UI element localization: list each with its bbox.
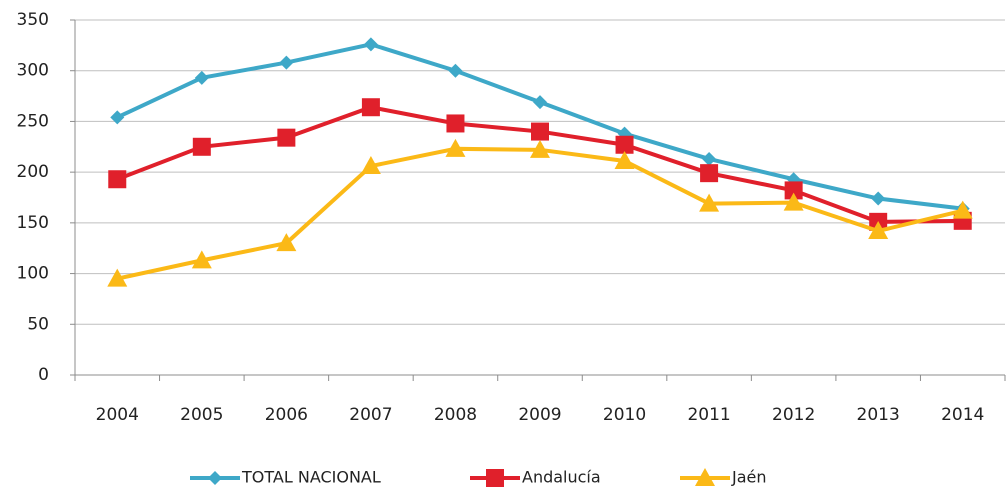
marker [361,98,380,117]
y-tick-label: 300 [17,61,49,81]
legend-label: TOTAL NACIONAL [241,468,381,487]
marker [363,37,378,52]
marker [700,164,719,183]
legend-item: Jaén [680,468,767,487]
x-tick-label: 2005 [180,405,223,425]
marker [533,95,547,110]
marker [614,150,635,169]
marker [952,200,973,219]
legend-item: TOTAL NACIONAL [190,468,381,487]
y-tick-label: 100 [17,264,49,284]
marker [277,128,296,147]
series [108,98,972,231]
y-tick-label: 50 [27,314,49,334]
y-tick-label: 250 [17,111,49,131]
x-tick-label: 2014 [941,405,984,425]
marker [448,63,463,78]
legend-label: Andalucía [522,468,601,487]
marker [871,191,886,206]
legend-label: Jaén [731,468,767,487]
x-tick-label: 2012 [772,405,815,425]
series [107,138,973,287]
marker [360,156,381,175]
x-tick-label: 2006 [265,405,308,425]
marker [192,137,211,156]
marker [445,138,466,157]
y-tick-label: 0 [38,365,49,385]
marker [699,193,720,212]
x-tick-label: 2009 [518,405,561,425]
y-tick-label: 350 [17,10,49,30]
marker [107,268,128,287]
series-line [116,146,964,281]
y-tick-label: 200 [17,162,49,182]
marker [530,139,550,158]
marker [783,192,804,211]
marker [276,233,297,252]
marker [784,181,803,200]
marker [108,170,127,189]
marker [615,135,634,154]
marker [208,471,222,485]
x-tick-label: 2013 [857,405,900,425]
x-tick-label: 2008 [434,405,477,425]
marker [279,55,294,70]
marker [446,114,465,133]
marker [531,122,549,141]
x-tick-label: 2010 [603,405,646,425]
marker [110,110,125,125]
legend-item: Andalucía [470,468,601,487]
y-tick-label: 150 [17,213,49,233]
marker [702,151,717,166]
x-tick-label: 2004 [96,405,139,425]
marker [486,469,504,487]
x-tick-label: 2007 [349,405,392,425]
marker [695,468,715,486]
marker [191,250,212,269]
x-tick-label: 2011 [687,405,730,425]
marker [194,70,209,85]
marker [868,220,889,239]
